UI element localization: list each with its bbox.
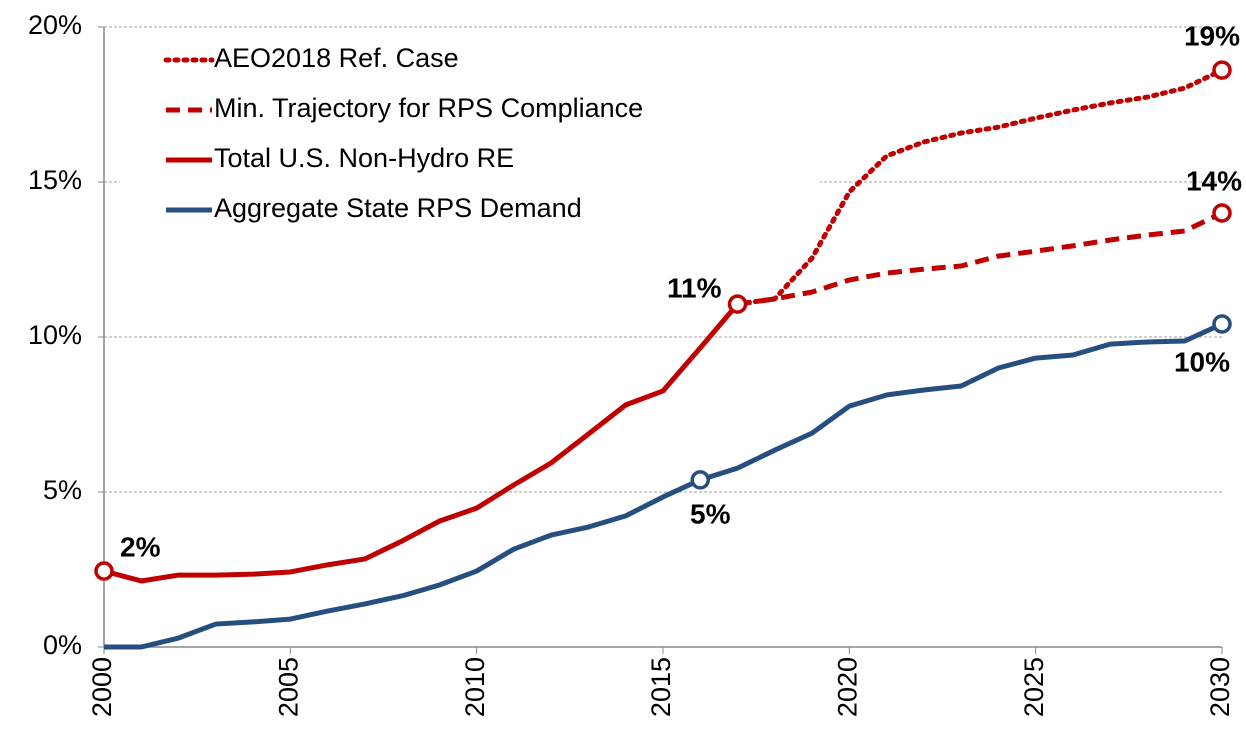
series-line (103, 302, 740, 584)
x-tick-label: 2015 (646, 657, 676, 717)
y-tick-label: 5% (43, 475, 82, 505)
x-tick-label: 2025 (1019, 657, 1049, 717)
annotation: 5% (690, 498, 731, 529)
x-tick-label: 2000 (87, 657, 117, 717)
y-tick-label: 0% (43, 630, 82, 660)
series-line (104, 321, 1224, 650)
series-line (737, 210, 1224, 307)
x-tick-label: 2010 (460, 657, 490, 717)
point-marker (1212, 203, 1232, 223)
legend-background (120, 32, 820, 242)
legend-label: Aggregate State RPS Demand (214, 193, 582, 223)
annotation: 10% (1174, 346, 1230, 377)
series-line (735, 67, 1225, 307)
annotation: 19% (1184, 20, 1240, 51)
legend-label: Total U.S. Non-Hydro RE (214, 143, 514, 173)
legend-label: Min. Trajectory for RPS Compliance (214, 93, 643, 123)
y-tick-label: 15% (28, 165, 82, 195)
y-tick-label: 20% (28, 10, 82, 40)
point-marker (727, 294, 748, 314)
point-marker (1212, 60, 1232, 80)
x-tick-label: 2005 (273, 657, 303, 717)
point-marker (1212, 314, 1232, 334)
x-tick-label: 2030 (1205, 657, 1235, 717)
legend-label: AEO2018 Ref. Case (214, 43, 459, 73)
point-marker (94, 561, 114, 581)
y-tick-label: 10% (28, 320, 82, 350)
x-tick-label: 2020 (832, 657, 862, 717)
annotation: 2% (120, 531, 161, 562)
annotation: 14% (1186, 165, 1242, 196)
point-marker (690, 470, 711, 490)
annotation: 11% (667, 273, 722, 304)
